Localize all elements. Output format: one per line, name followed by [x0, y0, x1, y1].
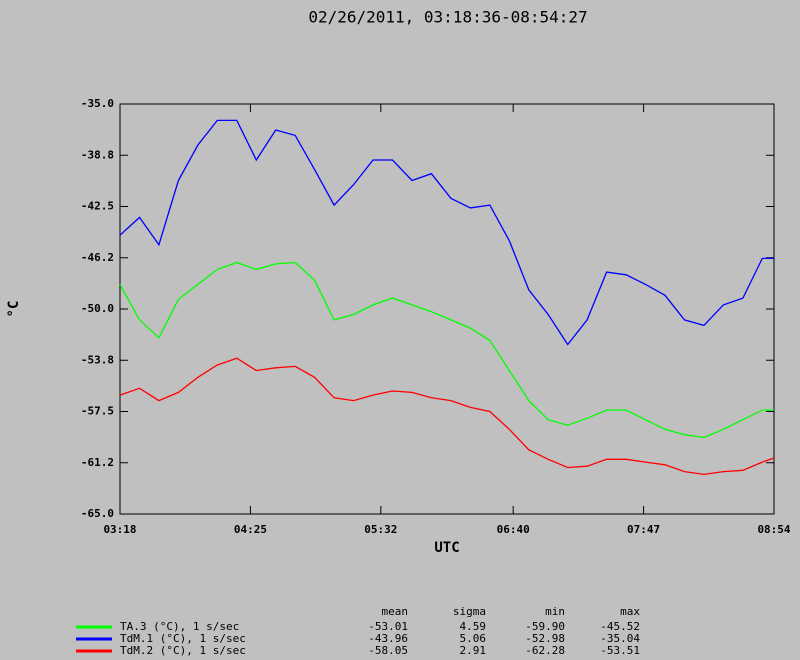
stats-header: min — [545, 605, 565, 618]
legend-label: TdM.1 (°C), 1 s/sec — [120, 632, 246, 645]
x-tick-label: 07:47 — [627, 523, 660, 536]
stats-value: -53.01 — [368, 620, 408, 633]
stats-header: sigma — [453, 605, 486, 618]
x-tick-label: 05:32 — [364, 523, 397, 536]
y-axis-label: °C — [6, 301, 22, 318]
y-tick-label: -57.5 — [81, 405, 114, 418]
series-line — [119, 119, 774, 346]
series-line — [119, 357, 775, 476]
x-tick-label: 06:40 — [497, 523, 530, 536]
y-tick-label: -50.0 — [81, 302, 114, 315]
stats-value: -45.52 — [600, 620, 640, 633]
y-tick-label: -38.8 — [81, 148, 114, 161]
y-tick-label: -42.5 — [81, 200, 114, 213]
x-tick-label: 03:18 — [103, 523, 136, 536]
y-tick-label: -61.2 — [81, 456, 114, 469]
stats-header: mean — [382, 605, 409, 618]
y-tick-label: -65.0 — [81, 507, 114, 520]
y-tick-label: -53.8 — [81, 353, 114, 366]
stats-value: 5.06 — [460, 632, 487, 645]
x-axis-label: UTC — [434, 540, 459, 556]
series-line — [119, 261, 774, 439]
stats-value: 2.91 — [460, 644, 487, 657]
legend-label: TA.3 (°C), 1 s/sec — [120, 620, 239, 633]
x-tick-label: 04:25 — [234, 523, 267, 536]
chart-title: 02/26/2011, 03:18:36-08:54:27 — [308, 8, 587, 27]
stats-value: -52.98 — [525, 632, 565, 645]
stats-value: -43.96 — [368, 632, 408, 645]
stats-value: -59.90 — [525, 620, 565, 633]
y-tick-label: -46.2 — [81, 251, 114, 264]
stats-value: -35.04 — [600, 632, 640, 645]
x-tick-label: 08:54 — [757, 523, 790, 536]
stats-value: 4.59 — [460, 620, 487, 633]
legend-label: TdM.2 (°C), 1 s/sec — [120, 644, 246, 657]
y-tick-label: -35.0 — [81, 97, 114, 110]
stats-value: -53.51 — [600, 644, 640, 657]
stats-value: -62.28 — [525, 644, 565, 657]
stats-header: max — [620, 605, 640, 618]
stats-value: -58.05 — [368, 644, 408, 657]
